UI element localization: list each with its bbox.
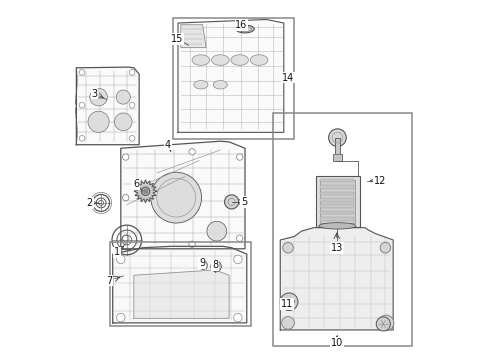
Circle shape (211, 261, 221, 272)
Circle shape (88, 111, 109, 132)
Circle shape (234, 313, 242, 322)
Bar (320, 217, 354, 221)
Ellipse shape (319, 223, 356, 229)
Polygon shape (280, 228, 393, 330)
Circle shape (122, 194, 129, 201)
Circle shape (122, 154, 129, 160)
Circle shape (79, 136, 85, 141)
Text: 6: 6 (133, 179, 139, 189)
Bar (320, 204, 354, 208)
Text: 14: 14 (282, 73, 294, 83)
Ellipse shape (194, 81, 208, 89)
Circle shape (141, 187, 150, 195)
Circle shape (117, 255, 125, 264)
Circle shape (329, 129, 346, 147)
Bar (320, 192, 354, 195)
Polygon shape (134, 270, 229, 318)
Bar (335, 138, 340, 154)
Circle shape (237, 154, 243, 160)
Circle shape (376, 317, 391, 331)
Ellipse shape (213, 81, 227, 89)
Circle shape (129, 136, 135, 141)
Circle shape (380, 242, 391, 253)
Circle shape (115, 113, 132, 131)
Circle shape (122, 235, 129, 242)
Polygon shape (121, 141, 245, 249)
Text: 7: 7 (106, 275, 112, 285)
Circle shape (117, 313, 125, 322)
Circle shape (144, 189, 147, 193)
Circle shape (237, 235, 243, 242)
Bar (320, 185, 354, 189)
Circle shape (79, 102, 85, 108)
Polygon shape (113, 246, 247, 323)
Polygon shape (76, 67, 139, 145)
Text: 10: 10 (331, 338, 343, 348)
Polygon shape (178, 19, 284, 132)
Text: 15: 15 (171, 34, 183, 44)
Circle shape (280, 293, 298, 311)
Circle shape (116, 90, 130, 104)
Bar (333, 153, 342, 161)
Ellipse shape (192, 55, 210, 65)
Circle shape (90, 88, 107, 106)
Bar (272, 113, 412, 346)
Text: 8: 8 (212, 260, 218, 270)
Circle shape (378, 315, 394, 330)
Ellipse shape (231, 55, 248, 65)
Ellipse shape (212, 55, 229, 65)
Text: 13: 13 (331, 243, 343, 253)
Polygon shape (134, 180, 157, 203)
Circle shape (234, 255, 242, 264)
Text: 12: 12 (373, 176, 386, 186)
Circle shape (199, 261, 208, 270)
Text: 2: 2 (87, 198, 93, 208)
Polygon shape (181, 25, 206, 48)
Circle shape (207, 221, 227, 241)
Circle shape (282, 316, 294, 329)
Circle shape (283, 242, 294, 253)
Bar (172, 18, 294, 139)
Text: 5: 5 (241, 197, 247, 207)
Circle shape (129, 69, 135, 75)
Text: 3: 3 (91, 89, 98, 99)
Text: 16: 16 (235, 20, 247, 30)
Text: 11: 11 (280, 299, 293, 309)
Text: 4: 4 (165, 140, 171, 150)
Bar (320, 180, 355, 223)
Bar (320, 179, 354, 183)
Text: 9: 9 (199, 258, 205, 268)
Ellipse shape (236, 25, 254, 33)
Circle shape (151, 172, 201, 223)
Circle shape (129, 102, 135, 108)
Bar (320, 211, 354, 214)
Bar (110, 242, 251, 327)
Circle shape (189, 241, 195, 247)
Bar (316, 176, 360, 226)
Ellipse shape (250, 55, 268, 65)
Text: 1: 1 (114, 247, 121, 257)
Circle shape (189, 149, 195, 155)
Bar (320, 198, 354, 202)
Circle shape (79, 69, 85, 75)
Circle shape (224, 195, 239, 209)
